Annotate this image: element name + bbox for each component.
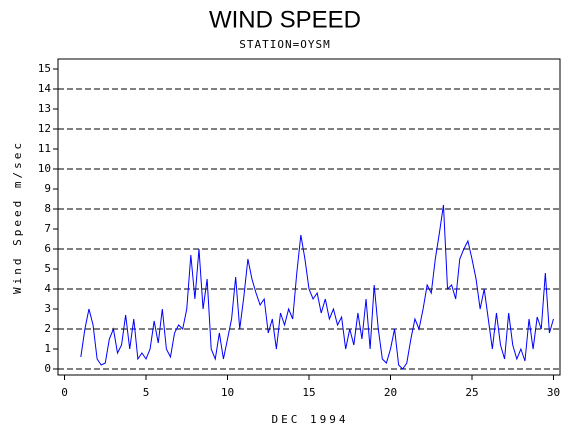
x-tick-label: 5 [143,386,150,399]
y-tick-label: 7 [44,222,51,235]
y-tick-label: 4 [44,282,51,295]
y-tick-label: 9 [44,182,51,195]
y-tick-label: 1 [44,342,51,355]
plot-frame [57,58,561,376]
y-tick-label: 0 [44,362,51,375]
y-tick-label: 15 [38,62,51,75]
y-tick-label: 10 [38,162,51,175]
y-tick-label: 11 [38,142,51,155]
y-tick-label: 5 [44,262,51,275]
x-tick-label: 30 [547,386,560,399]
y-tick-label: 14 [38,82,52,95]
y-tick-label: 6 [44,242,51,255]
data-line [80,204,554,370]
y-tick-label: 12 [38,122,51,135]
y-tick-label: 8 [44,202,51,215]
chart-title: WIND SPEED [209,6,361,33]
y-tick-label: 2 [44,322,51,335]
y-tick-label: 13 [38,102,51,115]
x-axis-label: DEC 1994 [272,413,349,426]
y-tick-label: 3 [44,302,51,315]
y-axis-label: Wind Speed m/sec [11,140,24,294]
x-tick-label: 25 [465,386,478,399]
x-tick-label: 20 [384,386,397,399]
x-tick-label: 0 [61,386,68,399]
chart-subtitle: STATION=OYSM [239,38,330,51]
x-tick-label: 15 [302,386,315,399]
x-tick-label: 10 [221,386,234,399]
